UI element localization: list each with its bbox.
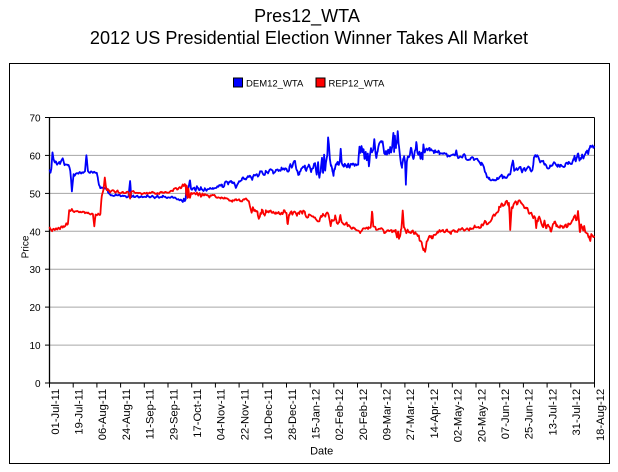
svg-text:70: 70 (29, 114, 41, 125)
svg-text:20-Feb-12: 20-Feb-12 (358, 389, 370, 441)
svg-text:28-Dec-11: 28-Dec-11 (287, 389, 299, 440)
svg-text:20-May-12: 20-May-12 (476, 389, 488, 442)
svg-text:Price: Price (20, 235, 31, 258)
svg-text:01-Jul-11: 01-Jul-11 (50, 389, 62, 435)
svg-text:Date: Date (310, 445, 333, 457)
svg-text:10-Dec-11: 10-Dec-11 (263, 389, 275, 440)
svg-text:50: 50 (29, 189, 41, 200)
svg-text:10: 10 (29, 341, 41, 352)
svg-text:29-Sep-11: 29-Sep-11 (168, 389, 180, 440)
svg-text:19-Jul-11: 19-Jul-11 (74, 389, 86, 435)
svg-text:07-Jun-12: 07-Jun-12 (500, 389, 512, 439)
svg-text:22-Nov-11: 22-Nov-11 (239, 389, 251, 440)
svg-text:11-Sep-11: 11-Sep-11 (145, 389, 157, 440)
svg-text:17-Oct-11: 17-Oct-11 (192, 389, 204, 438)
svg-text:27-Mar-12: 27-Mar-12 (405, 389, 417, 441)
svg-text:DEM12_WTA: DEM12_WTA (246, 78, 304, 89)
svg-text:04-Nov-11: 04-Nov-11 (216, 389, 228, 440)
svg-text:15-Jan-12: 15-Jan-12 (311, 389, 323, 439)
svg-text:02-Feb-12: 02-Feb-12 (334, 389, 346, 441)
svg-text:30: 30 (29, 265, 41, 276)
svg-text:06-Aug-11: 06-Aug-11 (97, 389, 109, 440)
svg-text:18-Aug-12: 18-Aug-12 (595, 389, 607, 441)
svg-text:60: 60 (29, 151, 41, 162)
svg-text:13-Jul-12: 13-Jul-12 (547, 389, 559, 436)
svg-text:24-Aug-11: 24-Aug-11 (121, 389, 133, 440)
svg-text:40: 40 (29, 227, 41, 238)
svg-text:25-Jun-12: 25-Jun-12 (524, 389, 536, 439)
svg-text:0: 0 (35, 379, 41, 390)
svg-text:20: 20 (29, 303, 41, 314)
svg-text:31-Jul-12: 31-Jul-12 (571, 389, 583, 436)
svg-text:02-May-12: 02-May-12 (453, 389, 465, 442)
svg-text:REP12_WTA: REP12_WTA (329, 78, 385, 89)
svg-text:09-Mar-12: 09-Mar-12 (382, 389, 394, 441)
svg-text:14-Apr-12: 14-Apr-12 (429, 389, 441, 439)
